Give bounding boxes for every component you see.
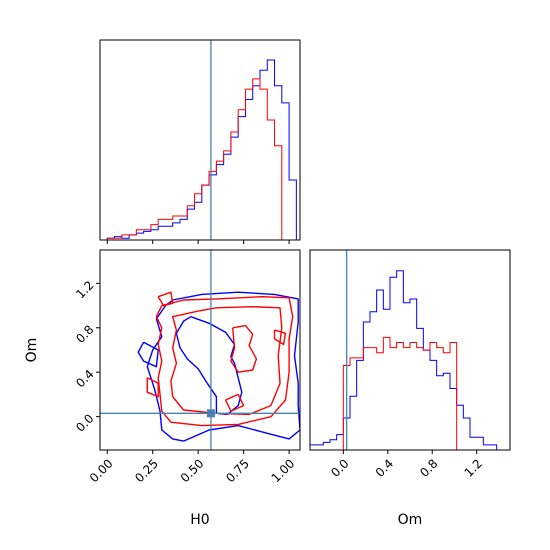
- h0-hist-blue: [100, 59, 297, 240]
- om-hist-blue: [310, 270, 510, 450]
- om-histogram-panel: 0.0 0.4 0.8 1.2 Om: [309, 249, 511, 528]
- contour-red-5: [224, 393, 245, 412]
- truth-marker: [206, 409, 215, 418]
- contour-y-tick-label-2: 0.8: [73, 322, 96, 345]
- contour-y-tick-label-0: 0.0: [73, 411, 96, 434]
- contour-x-tick-label-2: 0.50: [178, 456, 207, 485]
- om-hist-x-tick-label-3: 1.2: [462, 456, 485, 479]
- h0-om-contour-panel: 0.00 0.25 0.50 0.75 1.00 0.0 0.4 0.8 1.2 H0 Om: [24, 249, 301, 528]
- h0-histogram-panel: [99, 39, 301, 244]
- contour-x-tick-label-3: 0.75: [223, 456, 252, 485]
- contour-red-4: [146, 377, 159, 398]
- contour-x-tick-label-0: 0.00: [87, 456, 116, 485]
- contour-frame: [99, 249, 301, 451]
- contour-y-tick-label-3: 1.2: [73, 278, 96, 301]
- om-hist-x-tick-label-0: 0.0: [328, 456, 351, 479]
- om-hist-red: [310, 336, 510, 450]
- om-hist-x-tick-label-1: 0.4: [373, 456, 396, 479]
- contour-red-3: [157, 291, 174, 307]
- x-axis-label-h0: H0: [190, 512, 209, 528]
- om-hist-x-tick-label-2: 0.8: [417, 456, 440, 479]
- contour-blue-2: [137, 341, 159, 368]
- contour-x-tick-label-4: 1.00: [269, 456, 298, 485]
- h0-hist-frame: [99, 39, 301, 241]
- y-axis-label-om: Om: [24, 338, 40, 363]
- contour-red-6: [273, 329, 287, 346]
- contour-red-0: [155, 296, 294, 427]
- contour-x-tick-label-1: 0.25: [132, 456, 161, 485]
- om-hist-frame: [309, 249, 511, 451]
- contour-red-1: [170, 306, 283, 416]
- contour-blue-0: [146, 291, 300, 442]
- x-axis-label-om: Om: [398, 512, 423, 528]
- contour-blue-1: [175, 316, 243, 416]
- contour-y-tick-label-1: 0.4: [73, 367, 96, 390]
- h0-hist-red: [100, 78, 297, 240]
- contour-red-2: [230, 324, 258, 373]
